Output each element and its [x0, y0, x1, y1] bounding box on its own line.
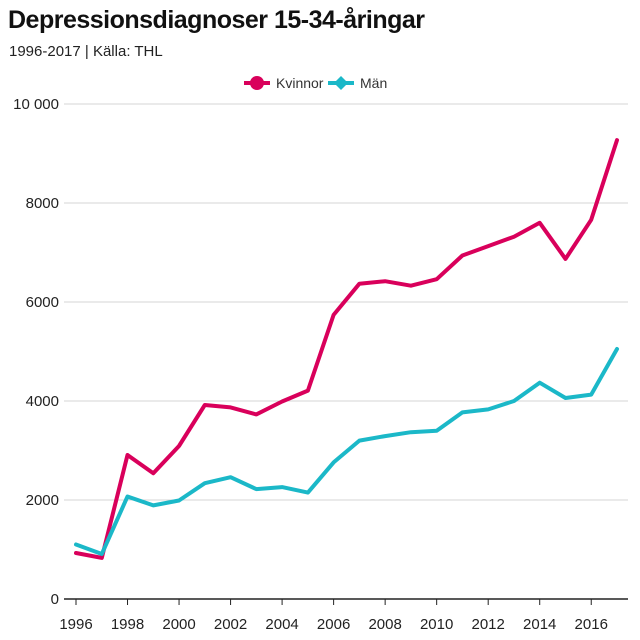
y-axis: 0 2000 4000 6000 8000 10 000	[13, 96, 59, 608]
legend-marker-circle	[250, 76, 264, 90]
x-tick-label: 2012	[472, 616, 505, 633]
legend: Kvinnor Män	[244, 75, 387, 91]
series-layer	[74, 138, 619, 560]
legend-label: Män	[360, 75, 387, 91]
x-tick-label: 2004	[265, 616, 298, 633]
x-tick-label: 2014	[523, 616, 556, 633]
y-tick-label: 6000	[26, 294, 59, 311]
x-tick-label: 2000	[162, 616, 195, 633]
grid	[64, 103, 628, 600]
series-line-m-n	[74, 347, 619, 556]
x-tick-label: 2016	[575, 616, 608, 633]
x-tick-label: 2002	[214, 616, 247, 633]
series-line-kvinnor	[74, 138, 619, 560]
x-axis: 1996 1998 2000 2002 2004 2006 2008 2010 2012 2014…	[59, 599, 608, 633]
x-tick-label: 2008	[368, 616, 401, 633]
x-tick-label: 1996	[59, 616, 92, 633]
legend-marker-diamond	[334, 76, 348, 90]
y-tick-label: 8000	[26, 195, 59, 212]
y-tick-label: 0	[51, 591, 59, 608]
chart-subtitle: 1996-2017 | Källa: THL	[9, 43, 163, 60]
y-tick-label: 4000	[26, 393, 59, 410]
x-tick-label: 2006	[317, 616, 350, 633]
x-tick-label: 1998	[111, 616, 144, 633]
x-tick-label: 2010	[420, 616, 453, 633]
legend-label: Kvinnor	[276, 75, 324, 91]
y-tick-label: 2000	[26, 492, 59, 509]
chart-title: Depressionsdiagnoser 15-34-åringar	[8, 6, 425, 34]
y-tick-label: 10 000	[13, 96, 59, 113]
